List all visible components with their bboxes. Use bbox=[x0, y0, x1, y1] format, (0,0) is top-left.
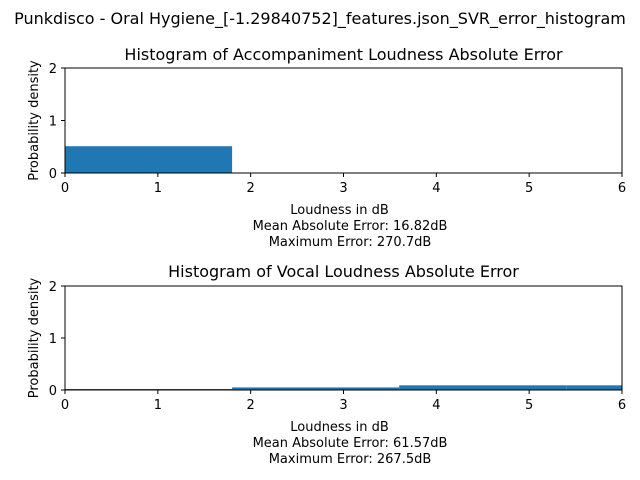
panel-2-bar-0 bbox=[65, 388, 233, 390]
panel-1-annotation-0: Mean Absolute Error: 16.82dB bbox=[253, 219, 448, 234]
panel-1-x-tick-label-3: 3 bbox=[339, 181, 347, 196]
panel-2-x-tick-label-3: 3 bbox=[339, 398, 347, 413]
panel-2-y-label: Probability density bbox=[27, 277, 42, 398]
panel-2-y-tick-label-0: 0 bbox=[49, 384, 57, 399]
panel-2-x-tick-label-1: 1 bbox=[154, 398, 162, 413]
panel-2-axes-frame bbox=[64, 285, 623, 391]
panel-1-y-tick-label-1: 1 bbox=[49, 115, 57, 130]
panel-1-y-label: Probability density bbox=[27, 60, 42, 181]
panel-2-annotation-0: Mean Absolute Error: 61.57dB bbox=[253, 436, 448, 451]
panel-1-x-tick-label-2: 2 bbox=[247, 181, 255, 196]
panel-2-annotation-1: Maximum Error: 267.5dB bbox=[269, 452, 432, 467]
panel-1-x-tick-label-1: 1 bbox=[154, 181, 162, 196]
panel-2-bar-2 bbox=[399, 385, 567, 390]
panel-2-x-tick-label-2: 2 bbox=[247, 398, 255, 413]
panel-1-title: Histogram of Accompaniment Loudness Abso… bbox=[124, 45, 563, 64]
panel-1-x-tick-label-5: 5 bbox=[525, 181, 533, 196]
panel-1-x-tick-label-0: 0 bbox=[61, 181, 69, 196]
panel-2-x-tick-label-4: 4 bbox=[432, 398, 440, 413]
panel-1-annotation-1: Maximum Error: 270.7dB bbox=[269, 235, 432, 250]
panel-2-bar-3 bbox=[566, 385, 622, 390]
panel-2-bar-1 bbox=[232, 387, 400, 390]
panel-1-x-tick-label-6: 6 bbox=[618, 181, 626, 196]
panel-2-x-tick-label-6: 6 bbox=[618, 398, 626, 413]
panel-2-title: Histogram of Vocal Loudness Absolute Err… bbox=[168, 262, 519, 281]
panel-2-x-tick-label-0: 0 bbox=[61, 398, 69, 413]
panel-2-x-tick-label-5: 5 bbox=[525, 398, 533, 413]
panel-1-y-tick-label-0: 0 bbox=[49, 167, 57, 182]
panel-1-x-label: Loudness in dB bbox=[290, 203, 389, 218]
panel-2-x-label: Loudness in dB bbox=[290, 420, 389, 435]
panel-1-y-tick-label-2: 2 bbox=[49, 62, 57, 77]
panel-1-bar-0 bbox=[65, 146, 233, 173]
panel-1-x-tick-label-4: 4 bbox=[432, 181, 440, 196]
panel-2-y-tick-label-1: 1 bbox=[49, 332, 57, 347]
panel-2-y-tick-label-2: 2 bbox=[49, 280, 57, 295]
figure-title: Punkdisco - Oral Hygiene_[-1.29840752]_f… bbox=[14, 9, 626, 28]
